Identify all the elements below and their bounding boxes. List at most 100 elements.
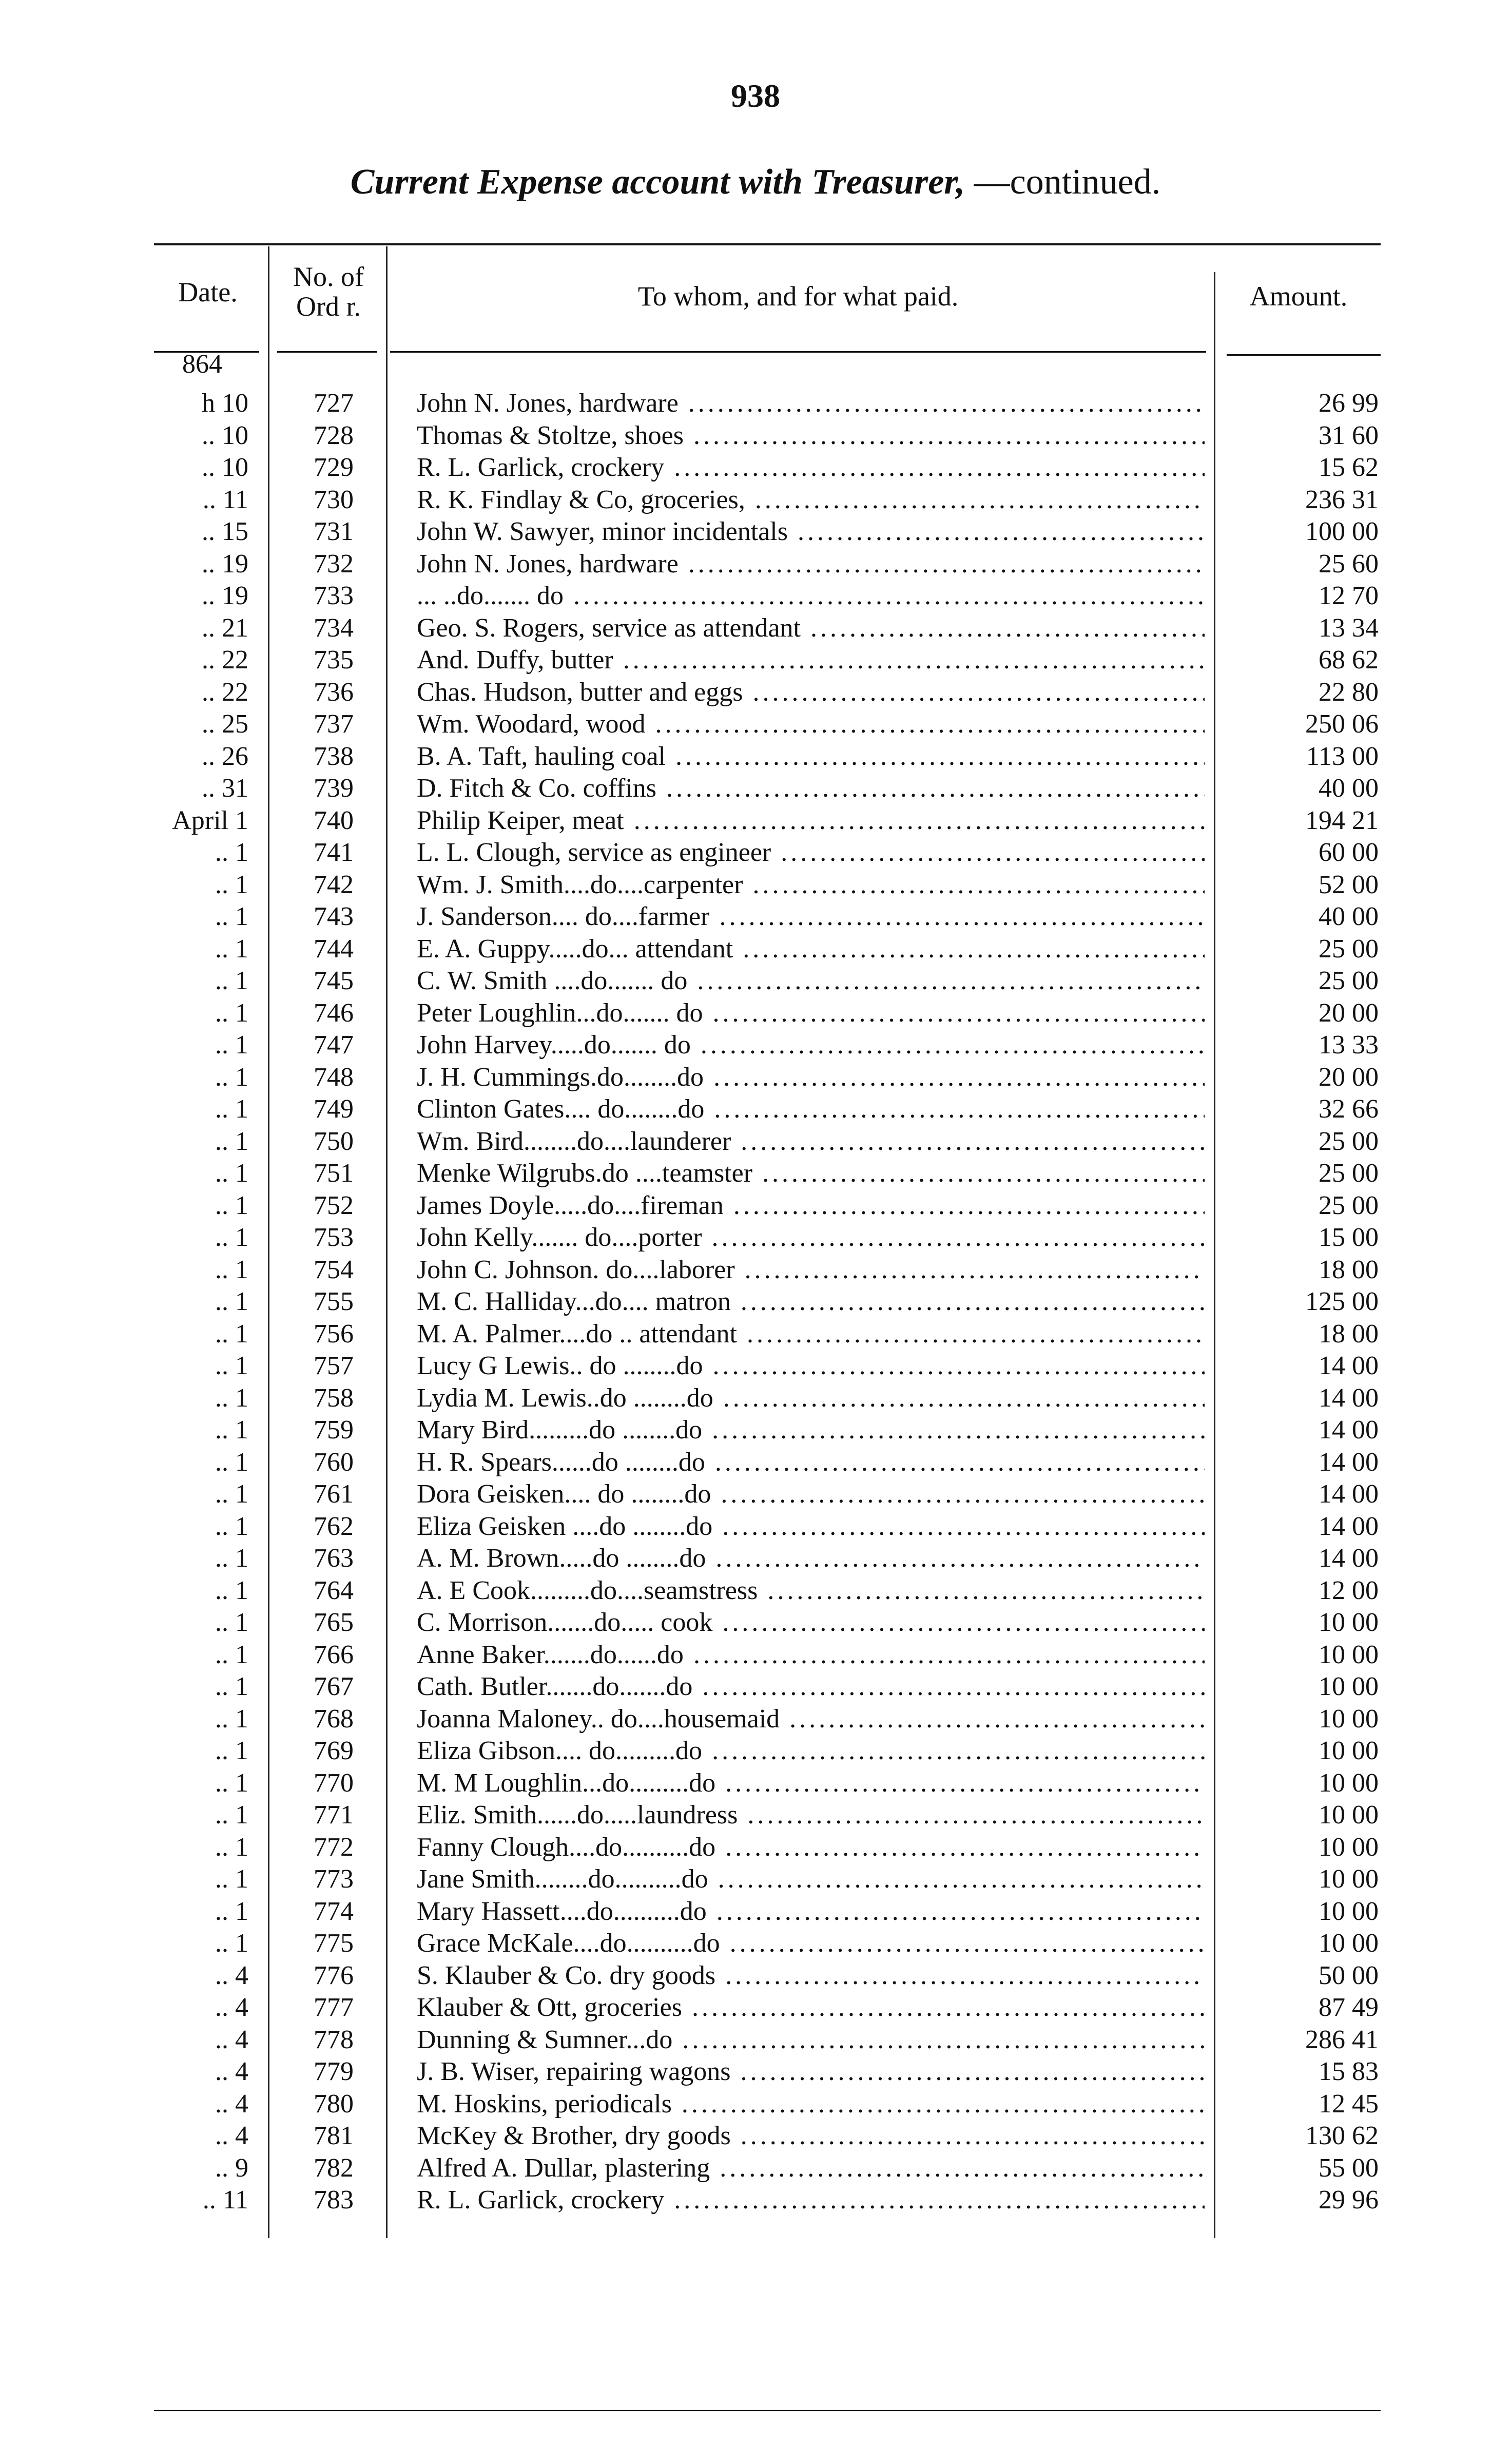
table-row: .. 19 733 ... ..do....... do 12 70 [0,580,1511,612]
table-row: .. 1 768 Joanna Maloney.. do....housemaid 1… [0,1703,1511,1735]
row-date: .. 1 [215,1415,248,1445]
row-payee: Joanna Maloney.. do....housemaid [417,1703,1205,1735]
row-amount: 68 62 [1319,645,1379,675]
row-order-number: 780 [314,2089,354,2119]
row-date: .. 1 [215,1511,248,1541]
row-order-number: 783 [314,2185,354,2215]
page-title: Current Expense account with Treasurer, … [0,162,1511,203]
row-order-number: 760 [314,1447,354,1477]
row-order-number: 756 [314,1319,354,1349]
row-payee: Eliza Geisken ....do ........do [417,1511,1205,1543]
table-row: .. 22 736 Chas. Hudson, butter and eggs 22 … [0,677,1511,708]
table-row: .. 4 777 Klauber & Ott, groceries 87 49 [0,1992,1511,2024]
row-payee: Anne Baker.......do......do [417,1639,1205,1671]
table-row: April 1 740 Philip Keiper, meat 194 21 [0,805,1511,837]
row-amount: 20 00 [1319,998,1379,1028]
row-payee: Cath. Butler.......do.......do [417,1671,1205,1703]
row-amount: 130 62 [1305,2121,1379,2150]
row-payee: C. Morrison.......do..... cook [417,1607,1205,1639]
row-order-number: 761 [314,1479,354,1509]
row-date: .. 1 [215,1255,248,1284]
table-row: .. 1 770 M. M Loughlin...do.........do 10 0… [0,1767,1511,1799]
row-payee: John N. Jones, hardware [417,388,1205,419]
table-row: .. 1 762 Eliza Geisken ....do ........do 14… [0,1511,1511,1543]
row-date: .. 1 [215,1126,248,1156]
row-date: .. 1 [215,1768,248,1798]
top-rule [154,243,1381,245]
row-date: .. 1 [215,1640,248,1669]
header-amount: Amount. [1249,281,1348,312]
row-date: .. 1 [215,934,248,964]
row-amount: 25 00 [1319,966,1379,995]
row-date: .. 25 [202,709,248,739]
row-amount: 25 00 [1319,934,1379,964]
table-row: .. 4 776 S. Klauber & Co. dry goods 50 00 [0,1960,1511,1992]
row-amount: 32 66 [1319,1094,1379,1124]
row-amount: 22 80 [1319,677,1379,707]
row-date: .. 19 [202,549,248,579]
row-amount: 29 96 [1319,2185,1379,2215]
row-amount: 10 00 [1319,1929,1379,1958]
row-date: .. 1 [215,1223,248,1252]
table-row: .. 1 741 L. L. Clough, service as engineer… [0,837,1511,869]
row-payee: McKey & Brother, dry goods [417,2120,1205,2152]
row-payee: Clinton Gates.... do........do [417,1093,1205,1125]
row-amount: 10 00 [1319,1608,1379,1637]
table-row: .. 1 767 Cath. Butler.......do.......do 10 … [0,1671,1511,1703]
table-row: .. 1 766 Anne Baker.......do......do 10 00 [0,1639,1511,1671]
row-amount: 10 00 [1319,1640,1379,1669]
table-row: .. 10 729 R. L. Garlick, crockery 15 62 [0,452,1511,484]
table-row: h 10 727 John N. Jones, hardware 26 99 [0,388,1511,419]
row-order-number: 763 [314,1544,354,1573]
row-payee: M. C. Halliday...do.... matron [417,1286,1205,1318]
row-payee: Eliza Gibson.... do.........do [417,1735,1205,1767]
row-order-number: 746 [314,998,354,1028]
row-order-number: 755 [314,1287,354,1316]
row-amount: 100 00 [1305,517,1379,546]
row-payee: Lucy G Lewis.. do ........do [417,1350,1205,1382]
header-rule-date [154,351,259,353]
row-payee: Wm. J. Smith....do....carpenter [417,869,1205,901]
row-amount: 14 00 [1319,1447,1379,1477]
row-date: .. 1 [215,1800,248,1830]
row-order-number: 762 [314,1511,354,1541]
row-payee: Peter Loughlin...do....... do [417,997,1205,1029]
row-date: .. 1 [215,998,248,1028]
table-row: .. 26 738 B. A. Taft, hauling coal 113 00 [0,741,1511,773]
row-amount: 87 49 [1319,1993,1379,2022]
row-order-number: 742 [314,870,354,899]
row-date: .. 1 [215,966,248,995]
row-payee: John Kelly....... do....porter [417,1222,1205,1254]
row-payee: D. Fitch & Co. coffins [417,773,1205,804]
row-amount: 113 00 [1306,741,1379,771]
row-date: .. 9 [215,2153,248,2183]
row-amount: 12 45 [1319,2089,1379,2119]
row-amount: 14 00 [1319,1415,1379,1445]
table-row: .. 1 747 John Harvey.....do....... do 13 33 [0,1029,1511,1061]
table-row: .. 22 735 And. Duffy, butter 68 62 [0,644,1511,676]
row-date: .. 1 [215,1608,248,1637]
row-order-number: 752 [314,1190,354,1220]
row-order-number: 759 [314,1415,354,1445]
table-row: .. 1 773 Jane Smith........do..........do 1… [0,1863,1511,1895]
row-amount: 18 00 [1319,1255,1379,1284]
row-amount: 10 00 [1319,1768,1379,1798]
page-number: 938 [731,78,780,114]
row-payee: R. L. Garlick, crockery [417,2184,1205,2216]
table-row: .. 1 761 Dora Geisken.... do ........do 14 … [0,1478,1511,1510]
row-amount: 50 00 [1319,1960,1379,1990]
row-order-number: 735 [314,645,354,675]
row-date: .. 1 [215,1672,248,1701]
row-amount: 14 00 [1319,1351,1379,1380]
row-date: .. 1 [215,838,248,867]
row-amount: 14 00 [1319,1479,1379,1509]
row-date: .. 4 [215,1993,248,2022]
table-row: .. 1 749 Clinton Gates.... do........do 32 … [0,1093,1511,1125]
row-order-number: 740 [314,805,354,835]
row-order-number: 776 [314,1960,354,1990]
row-order-number: 778 [314,2025,354,2054]
row-date: .. 1 [215,1094,248,1124]
row-date: .. 11 [202,485,248,514]
row-date: .. 21 [202,613,248,643]
row-amount: 10 00 [1319,1736,1379,1765]
